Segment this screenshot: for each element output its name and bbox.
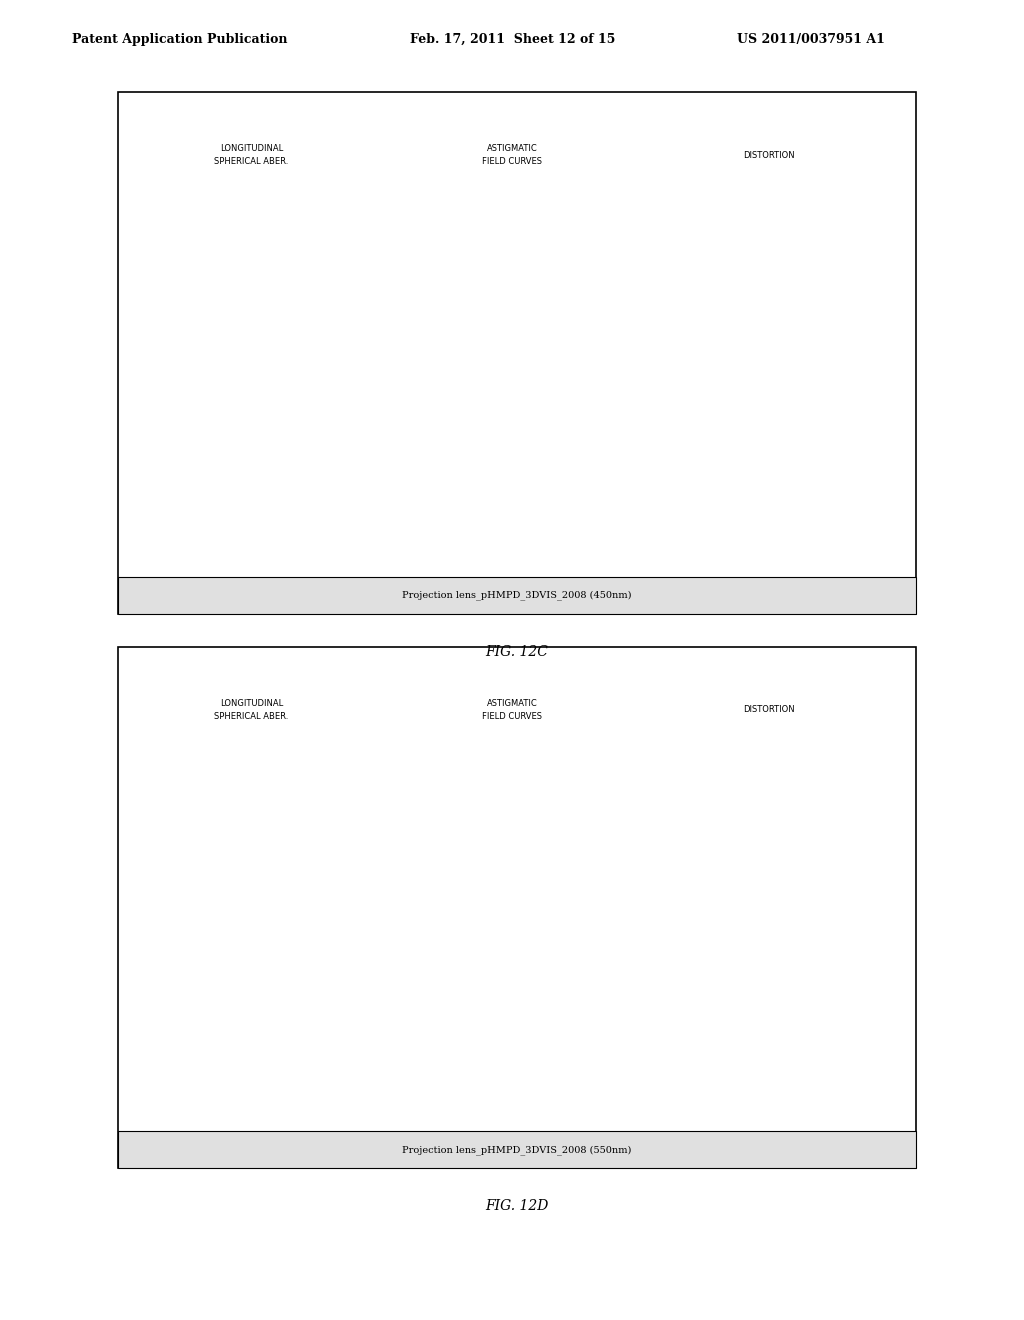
- Text: ASTIGMATIC: ASTIGMATIC: [486, 144, 538, 153]
- Text: Feb. 17, 2011  Sheet 12 of 15: Feb. 17, 2011 Sheet 12 of 15: [410, 33, 615, 46]
- Text: ANGLE(deg): ANGLE(deg): [775, 161, 817, 168]
- Text: US 2011/0037951 A1: US 2011/0037951 A1: [737, 33, 885, 46]
- Text: FIG. 12D: FIG. 12D: [485, 1200, 549, 1213]
- Text: Projection lens_pHMPD_3DVIS_2008 (550nm): Projection lens_pHMPD_3DVIS_2008 (550nm): [402, 1144, 632, 1155]
- Text: DISTORTION: DISTORTION: [743, 150, 796, 160]
- X-axis label: FOCUS (MILLIMETERS): FOCUS (MILLIMETERS): [473, 1123, 551, 1130]
- Text: T: T: [445, 158, 451, 168]
- Text: FIELD CURVES: FIELD CURVES: [482, 711, 542, 721]
- Text: LONGITUDINAL: LONGITUDINAL: [220, 698, 284, 708]
- X-axis label: % DISTORTION: % DISTORTION: [743, 1123, 795, 1129]
- Text: FIG. 12C: FIG. 12C: [485, 645, 549, 659]
- Text: SPHERICAL ABER.: SPHERICAL ABER.: [214, 157, 289, 166]
- Text: Projection lens_pHMPD_3DVIS_2008 (450nm): Projection lens_pHMPD_3DVIS_2008 (450nm): [402, 590, 632, 601]
- Text: DISTORTION: DISTORTION: [743, 705, 796, 714]
- Text: T: T: [445, 713, 451, 722]
- X-axis label: % DISTORTION: % DISTORTION: [743, 569, 795, 574]
- Text: ANGLE(deg): ANGLE(deg): [775, 715, 817, 722]
- Text: ANGLE(deg): ANGLE(deg): [514, 161, 556, 168]
- Text: ASTIGMATIC: ASTIGMATIC: [486, 698, 538, 708]
- Text: S: S: [420, 713, 424, 722]
- Text: FIELD CURVES: FIELD CURVES: [482, 157, 542, 166]
- X-axis label: FOCUS (MILLIMETERS): FOCUS (MILLIMETERS): [213, 1123, 290, 1130]
- Text: SPHERICAL ABER.: SPHERICAL ABER.: [214, 711, 289, 721]
- X-axis label: FOCUS (MILLIMETERS): FOCUS (MILLIMETERS): [213, 569, 290, 576]
- X-axis label: FOCUS (MILLIMETERS): FOCUS (MILLIMETERS): [473, 569, 551, 576]
- Text: LONGITUDINAL: LONGITUDINAL: [220, 144, 284, 153]
- Text: S: S: [420, 158, 424, 168]
- Text: ANGLE(deg): ANGLE(deg): [514, 715, 556, 722]
- Text: Patent Application Publication: Patent Application Publication: [72, 33, 287, 46]
